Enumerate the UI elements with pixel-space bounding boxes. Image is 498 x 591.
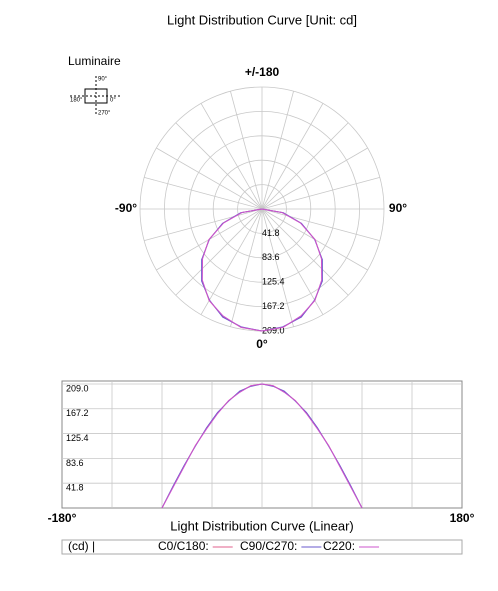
spoke [261,91,294,210]
legend-label: C0/C180: [158,539,209,553]
spoke [261,147,368,210]
y-tick-label: 125.4 [66,433,89,443]
legend-label: C220: [323,539,355,553]
curve [201,208,323,332]
luminaire-icon [70,76,122,116]
ring [163,111,360,307]
title: Light Distribution Curve [Unit: cd] [167,12,357,27]
curve [161,383,363,509]
spoke [261,103,324,210]
spoke [144,208,263,241]
r-tick-label: 41.8 [262,228,280,238]
legend-box [61,539,463,555]
x-tick-label: 180° [450,511,475,525]
luminaire-90: 90° [98,77,108,83]
spoke [156,147,263,210]
legend-label: C90/C270: [240,539,297,553]
r-tick-label: 83.6 [262,252,280,262]
luminaire-0: 0° [110,98,116,104]
legend-unit: (cd) | [68,539,95,553]
ring [237,184,287,234]
spoke [230,208,263,327]
spoke [261,208,294,327]
spoke [261,208,324,315]
x-axis-label: Light Distribution Curve (Linear) [170,518,354,533]
angle-label: -90° [115,201,137,215]
y-tick-label: 41.8 [66,483,84,493]
spoke [261,177,380,210]
spoke [175,208,263,296]
spoke [144,177,263,210]
y-tick-label: 209.0 [66,383,89,393]
angle-label: +/-180 [245,65,280,79]
spoke [175,122,263,210]
spoke [200,208,263,315]
luminaire-180: 180° [70,98,83,104]
spoke [261,122,349,210]
spoke [230,91,263,210]
r-tick-label: 167.2 [262,301,285,311]
y-tick-label: 167.2 [66,408,89,418]
spoke [200,103,263,210]
spoke [261,208,349,296]
y-tick-label: 83.6 [66,458,84,468]
ring [188,135,336,283]
angle-label: 90° [389,201,407,215]
r-tick-label: 125.4 [262,277,285,287]
r-tick-label: 209.0 [262,325,285,335]
angle-label: 0° [256,337,268,351]
luminaire-270: 270° [98,111,111,117]
x-tick-label: -180° [48,511,77,525]
luminaire-label: Luminaire [68,54,121,68]
spoke [261,208,380,241]
ring [212,159,312,259]
